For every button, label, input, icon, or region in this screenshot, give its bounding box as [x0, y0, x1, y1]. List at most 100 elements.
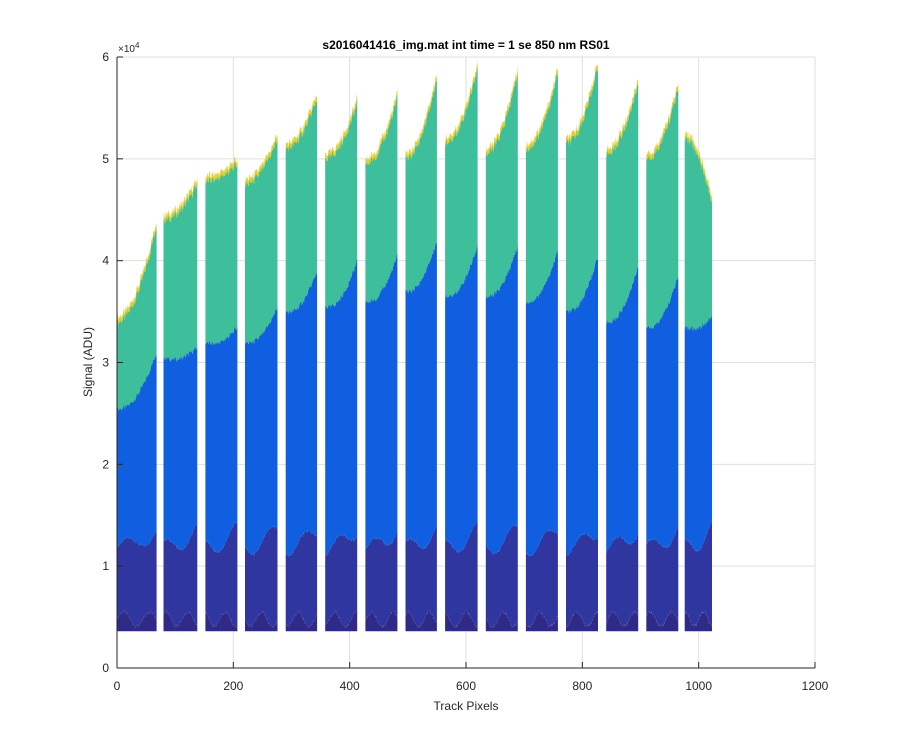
- track-base-band: [525, 610, 558, 632]
- track-base-band: [405, 610, 437, 632]
- chart-title: s2016041416_img.mat int time = 1 se 850 …: [322, 38, 609, 52]
- track-top-edge: [205, 157, 238, 185]
- y-axis-label: Signal (ADU): [81, 327, 95, 397]
- track-upper-band: [566, 69, 598, 314]
- track-base-band: [445, 610, 478, 632]
- y-tick-label: 2: [102, 457, 109, 471]
- track-upper-band: [163, 180, 198, 362]
- track-top-edge: [405, 75, 437, 162]
- track-9: [445, 62, 478, 632]
- track-base-band: [205, 610, 238, 632]
- track-base-band: [285, 610, 318, 632]
- track-base-band: [566, 610, 598, 632]
- track-upper-band: [325, 98, 358, 309]
- track-3: [205, 157, 238, 632]
- track-mid-band: [205, 326, 238, 554]
- y-exponent-label: ×104: [118, 41, 140, 55]
- track-base-band: [485, 610, 518, 632]
- track-low-band: [117, 530, 157, 628]
- track-6: [325, 93, 358, 632]
- track-upper-band: [684, 135, 712, 332]
- track-areas: [117, 62, 712, 632]
- y-tick-label: 3: [102, 356, 109, 370]
- track-14: [646, 83, 679, 632]
- track-base-band: [325, 610, 358, 632]
- track-mid-band: [646, 276, 679, 549]
- track-mid-band: [285, 271, 318, 557]
- track-low-band: [245, 526, 278, 629]
- track-base-band: [684, 610, 712, 632]
- y-tick-label: 1: [102, 559, 109, 573]
- track-low-band: [365, 531, 398, 629]
- track-low-band: [163, 521, 198, 628]
- track-low-band: [525, 529, 558, 628]
- x-tick-label: 0: [114, 679, 121, 693]
- y-tick-label: 6: [102, 50, 109, 64]
- track-11: [525, 63, 558, 632]
- track-top-edge: [245, 134, 278, 188]
- track-low-band: [205, 521, 238, 628]
- x-tick-label: 400: [340, 679, 360, 693]
- track-mid-band: [325, 258, 358, 556]
- track-mid-band: [684, 315, 712, 552]
- x-tick-label: 800: [572, 679, 592, 693]
- y-tick-label: 4: [102, 254, 109, 268]
- track-base-band: [606, 610, 639, 632]
- track-upper-band: [365, 95, 398, 304]
- track-low-band: [445, 521, 478, 628]
- y-tick-label: 0: [102, 661, 109, 675]
- track-mid-band: [485, 244, 518, 555]
- track-mid-band: [445, 245, 478, 553]
- track-top-edge: [117, 223, 157, 327]
- track-8: [405, 75, 437, 632]
- track-mid-band: [405, 242, 437, 550]
- track-mid-band: [117, 354, 157, 550]
- y-ticks: 0 1 2 3 4 5 6: [102, 50, 123, 675]
- track-15: [684, 130, 712, 632]
- track-top-edge: [285, 94, 318, 153]
- x-tick-label: 600: [456, 679, 476, 693]
- track-mid-band: [245, 307, 278, 556]
- track-10: [485, 65, 518, 632]
- x-tick-label: 200: [223, 679, 243, 693]
- track-low-band: [485, 524, 518, 628]
- track-upper-band: [405, 80, 437, 294]
- track-base-band: [365, 610, 398, 632]
- track-top-edge: [566, 63, 598, 146]
- track-upper-band: [485, 70, 518, 299]
- track-top-edge: [606, 78, 639, 158]
- track-base-band: [245, 610, 278, 632]
- y-tick-label: 5: [102, 152, 109, 166]
- track-12: [566, 63, 598, 632]
- track-mid-band: [163, 345, 198, 551]
- track-upper-band: [646, 88, 679, 329]
- track-base-band: [646, 610, 679, 632]
- track-upper-band: [525, 68, 558, 304]
- track-upper-band: [205, 162, 238, 346]
- track-mid-band: [606, 267, 639, 553]
- x-ticks: 0 200 400 600 800 1000 1200: [114, 662, 829, 693]
- track-2: [163, 175, 198, 632]
- track-top-edge: [445, 62, 478, 148]
- track-upper-band: [445, 67, 478, 299]
- track-mid-band: [525, 248, 558, 557]
- track-7: [365, 90, 398, 632]
- track-low-band: [684, 521, 712, 628]
- track-upper-band: [245, 139, 278, 345]
- track-13: [606, 78, 639, 632]
- track-top-edge: [163, 175, 198, 224]
- track-top-edge: [325, 93, 358, 162]
- track-upper-band: [285, 99, 318, 315]
- track-base-band: [163, 610, 198, 632]
- track-upper-band: [606, 83, 639, 325]
- track-low-band: [405, 525, 437, 628]
- x-axis-label: Track Pixels: [434, 699, 499, 713]
- x-tick-label: 1200: [802, 679, 829, 693]
- track-low-band: [325, 533, 358, 629]
- track-top-edge: [684, 130, 712, 205]
- track-mid-band: [566, 257, 598, 556]
- track-low-band: [606, 534, 639, 627]
- track-5: [285, 94, 318, 632]
